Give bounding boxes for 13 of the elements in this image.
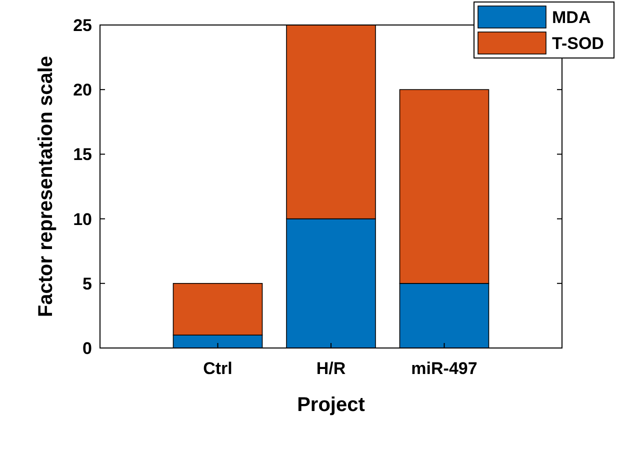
x-tick-label: H/R: [316, 359, 346, 378]
legend-label: T-SOD: [552, 34, 604, 53]
y-tick-label: 15: [73, 145, 92, 164]
legend-label: MDA: [552, 8, 591, 27]
y-tick-label: 0: [82, 338, 92, 358]
y-tick-label: 5: [82, 274, 92, 294]
y-axis-title: Factor representation scale: [35, 56, 57, 318]
y-tick-label: 10: [73, 210, 92, 229]
x-tick-label: miR-497: [411, 359, 478, 378]
y-tick-label: 20: [73, 80, 92, 100]
x-tick-label: Ctrl: [203, 359, 232, 378]
x-axis-title: Project: [297, 394, 366, 416]
y-tick-label: 25: [73, 16, 92, 35]
